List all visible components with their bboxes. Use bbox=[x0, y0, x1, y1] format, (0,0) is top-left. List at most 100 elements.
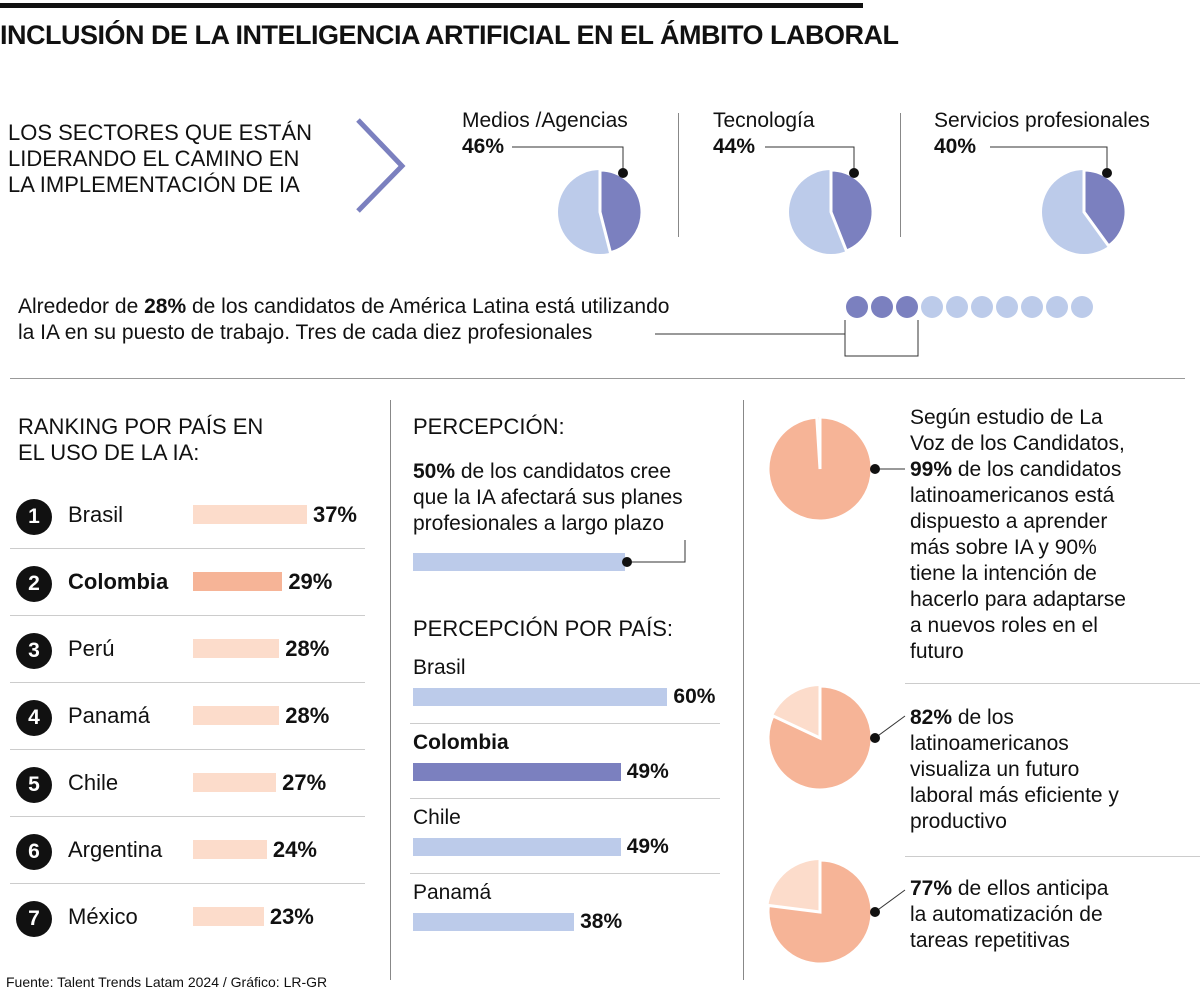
line: a nuevos roles en el bbox=[910, 614, 1098, 637]
line: tiene la intención de bbox=[910, 562, 1097, 585]
rank-badge: 4 bbox=[16, 700, 52, 736]
title-line: RANKING POR PAÍS EN bbox=[18, 414, 264, 439]
line: futuro bbox=[910, 640, 964, 663]
latam-line: la IA en su puesto de trabajo. Tres de c… bbox=[18, 321, 593, 344]
chevron-icon bbox=[356, 118, 406, 213]
rank-country: Brasil bbox=[68, 502, 124, 527]
person-dot bbox=[871, 296, 893, 318]
sector-pie-slice bbox=[1082, 168, 1128, 249]
line: hacerlo para adaptarse bbox=[910, 588, 1126, 611]
divider bbox=[905, 683, 1200, 684]
rank-bar bbox=[193, 706, 280, 725]
sector-pie-slice bbox=[829, 168, 875, 253]
person-dot bbox=[1046, 296, 1068, 318]
perception-bar bbox=[413, 838, 621, 856]
leader-dot bbox=[870, 733, 880, 743]
perception-value: 49% bbox=[626, 760, 669, 783]
top-rule bbox=[0, 3, 863, 8]
leader-line bbox=[990, 146, 1108, 172]
perception-country: Panamá bbox=[413, 881, 492, 904]
latam-text: Alrededor de 28% de los candidatos de Am… bbox=[18, 294, 669, 346]
person-dot bbox=[971, 296, 993, 318]
perception-text: 50% de los candidatos cree que la IA afe… bbox=[413, 459, 683, 537]
sector-label: Servicios profesionales bbox=[934, 109, 1150, 132]
rank-bar bbox=[193, 773, 277, 792]
sector-label: Tecnología bbox=[713, 109, 815, 132]
leader-line bbox=[625, 540, 686, 563]
rank-value: 28% bbox=[285, 636, 330, 661]
perception-value: 49% bbox=[626, 835, 669, 858]
more: latinoamericanos está dispuesto a aprende… bbox=[910, 483, 1126, 665]
rank-country: Colombia bbox=[68, 569, 169, 594]
heading-line: LIDERANDO EL CAMINO EN bbox=[8, 146, 300, 171]
leader-dot bbox=[618, 168, 628, 178]
line: Voz de los Candidatos, bbox=[910, 432, 1125, 455]
divider bbox=[743, 400, 744, 980]
rank-badge: 5 bbox=[16, 767, 52, 803]
more: latinoamericanos visualiza un futuro labor… bbox=[910, 731, 1119, 835]
source-note: Fuente: Talent Trends Latam 2024 / Gráfi… bbox=[6, 974, 328, 990]
ranking-title: RANKING POR PAÍS EN EL USO DE LA IA: bbox=[18, 414, 263, 466]
rank-badge: 2 bbox=[16, 566, 52, 602]
heading-line: LA IMPLEMENTACIÓN DE IA bbox=[8, 172, 300, 197]
line: 50% de los candidatos cree bbox=[413, 459, 683, 485]
text: de los candidatos bbox=[952, 458, 1122, 481]
person-dot bbox=[896, 296, 918, 318]
person-dot bbox=[946, 296, 968, 318]
line: latinoamericanos está bbox=[910, 484, 1115, 507]
latam-line: Alrededor de 28% de los candidatos de Am… bbox=[18, 294, 669, 320]
section-divider bbox=[10, 378, 1185, 379]
rank-country: Perú bbox=[68, 636, 115, 661]
value: 99% bbox=[910, 458, 953, 481]
perception-country-title: PERCEPCIÓN POR PAÍS: bbox=[413, 616, 673, 641]
text: Alrededor de bbox=[18, 295, 145, 318]
sector-value: 40% bbox=[934, 135, 977, 158]
line: Según estudio de La bbox=[910, 406, 1103, 429]
line: la automatización de bbox=[910, 903, 1103, 926]
leader-line bbox=[874, 889, 906, 913]
rank-country: Panamá bbox=[68, 703, 150, 728]
rank-value: 24% bbox=[272, 837, 317, 862]
rank-value: 29% bbox=[288, 569, 333, 594]
sector-value: 46% bbox=[462, 135, 505, 158]
bracket bbox=[844, 320, 919, 357]
line: más sobre IA y 90% bbox=[910, 536, 1097, 559]
right-text-2: 82% de los latinoamericanos visualiza un … bbox=[910, 705, 1119, 835]
sector-value: 44% bbox=[713, 135, 756, 158]
rank-value: 23% bbox=[269, 904, 314, 929]
line: 99% de los candidatos bbox=[910, 457, 1126, 483]
row-divider bbox=[10, 816, 365, 817]
perception-country: Colombia bbox=[413, 731, 509, 754]
more: la automatización de tareas repetitivas bbox=[910, 902, 1108, 954]
perception-bar bbox=[413, 913, 575, 931]
rank-badge: 3 bbox=[16, 633, 52, 669]
rank-bar bbox=[193, 907, 264, 926]
person-dot bbox=[846, 296, 868, 318]
sector-label: Medios /Agencias bbox=[462, 109, 628, 132]
person-dot bbox=[996, 296, 1018, 318]
row-divider bbox=[10, 682, 365, 683]
perception-country: Chile bbox=[413, 806, 461, 829]
perception-value: 38% bbox=[580, 910, 623, 933]
line: productivo bbox=[910, 810, 1007, 833]
heading-line: LOS SECTORES QUE ESTÁN bbox=[8, 120, 313, 145]
rank-badge: 6 bbox=[16, 834, 52, 870]
perception-bar bbox=[413, 553, 625, 571]
latam-value: 28% bbox=[144, 295, 187, 318]
value: 77% bbox=[910, 877, 953, 900]
leader-line bbox=[765, 146, 855, 172]
line: laboral más eficiente y bbox=[910, 784, 1119, 807]
rank-bar bbox=[193, 840, 267, 859]
divider bbox=[905, 856, 1200, 857]
page-title: INCLUSIÓN DE LA INTELIGENCIA ARTIFICIAL … bbox=[0, 20, 899, 50]
leader-dot bbox=[849, 168, 859, 178]
right-pie-slice bbox=[766, 684, 874, 792]
rank-bar bbox=[193, 639, 280, 658]
text: de ellos anticipa bbox=[952, 877, 1109, 900]
row-divider bbox=[10, 749, 365, 750]
leader-dot bbox=[870, 907, 880, 917]
leader-line bbox=[874, 715, 906, 739]
right-pie-slice bbox=[766, 858, 874, 966]
